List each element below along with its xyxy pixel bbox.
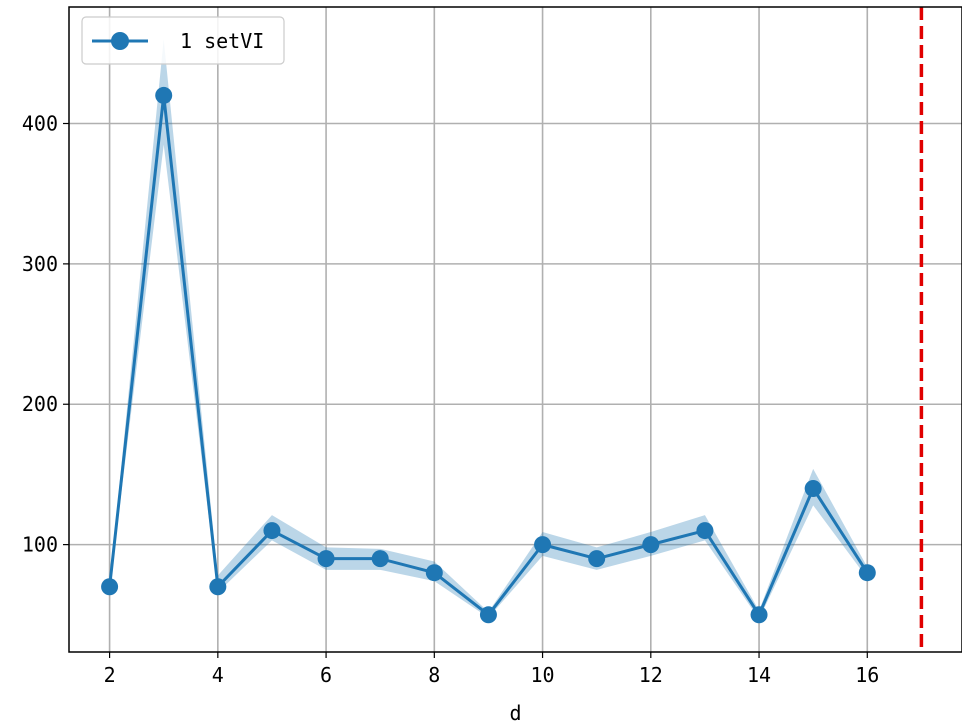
legend-entry-label: 1 setVI	[180, 29, 264, 53]
y-tick-label: 400	[22, 112, 58, 136]
x-tick-label: 12	[639, 663, 663, 687]
data-point	[209, 578, 227, 596]
x-axis-label: d	[509, 701, 521, 725]
data-point	[425, 564, 443, 582]
data-point	[155, 86, 173, 104]
data-point	[588, 550, 606, 568]
plot-frame	[68, 6, 962, 653]
series-line	[108, 93, 869, 617]
x-tick-label: 6	[320, 663, 332, 687]
data-point	[317, 550, 335, 568]
axis-ticks: 2 4 6 8 10 12 14 16 100 200 300 400	[22, 112, 879, 687]
grid	[69, 7, 962, 652]
data-point	[263, 522, 281, 540]
data-point	[696, 522, 714, 540]
confidence-band-area	[109, 39, 868, 620]
data-point	[804, 479, 822, 497]
x-tick-label: 16	[855, 663, 879, 687]
legend-box	[81, 16, 285, 65]
x-tick-label: 8	[428, 663, 440, 687]
x-tick-label: 14	[747, 663, 771, 687]
series-markers	[101, 86, 876, 624]
y-tick-label: 100	[22, 533, 58, 557]
data-point	[750, 606, 768, 624]
x-tick-label: 10	[531, 663, 555, 687]
legend: 1 setVI	[81, 16, 285, 65]
data-point	[534, 536, 552, 554]
data-point	[101, 578, 119, 596]
x-tick-label: 4	[212, 663, 224, 687]
confidence-band	[109, 39, 868, 620]
series-polyline	[108, 93, 869, 617]
data-point	[642, 536, 660, 554]
x-tick-label: 2	[104, 663, 116, 687]
legend-marker-swatch	[111, 32, 129, 50]
data-point	[858, 564, 876, 582]
y-tick-label: 300	[22, 252, 58, 276]
data-point	[371, 550, 389, 568]
y-tick-label: 200	[22, 392, 58, 416]
data-point	[479, 606, 497, 624]
